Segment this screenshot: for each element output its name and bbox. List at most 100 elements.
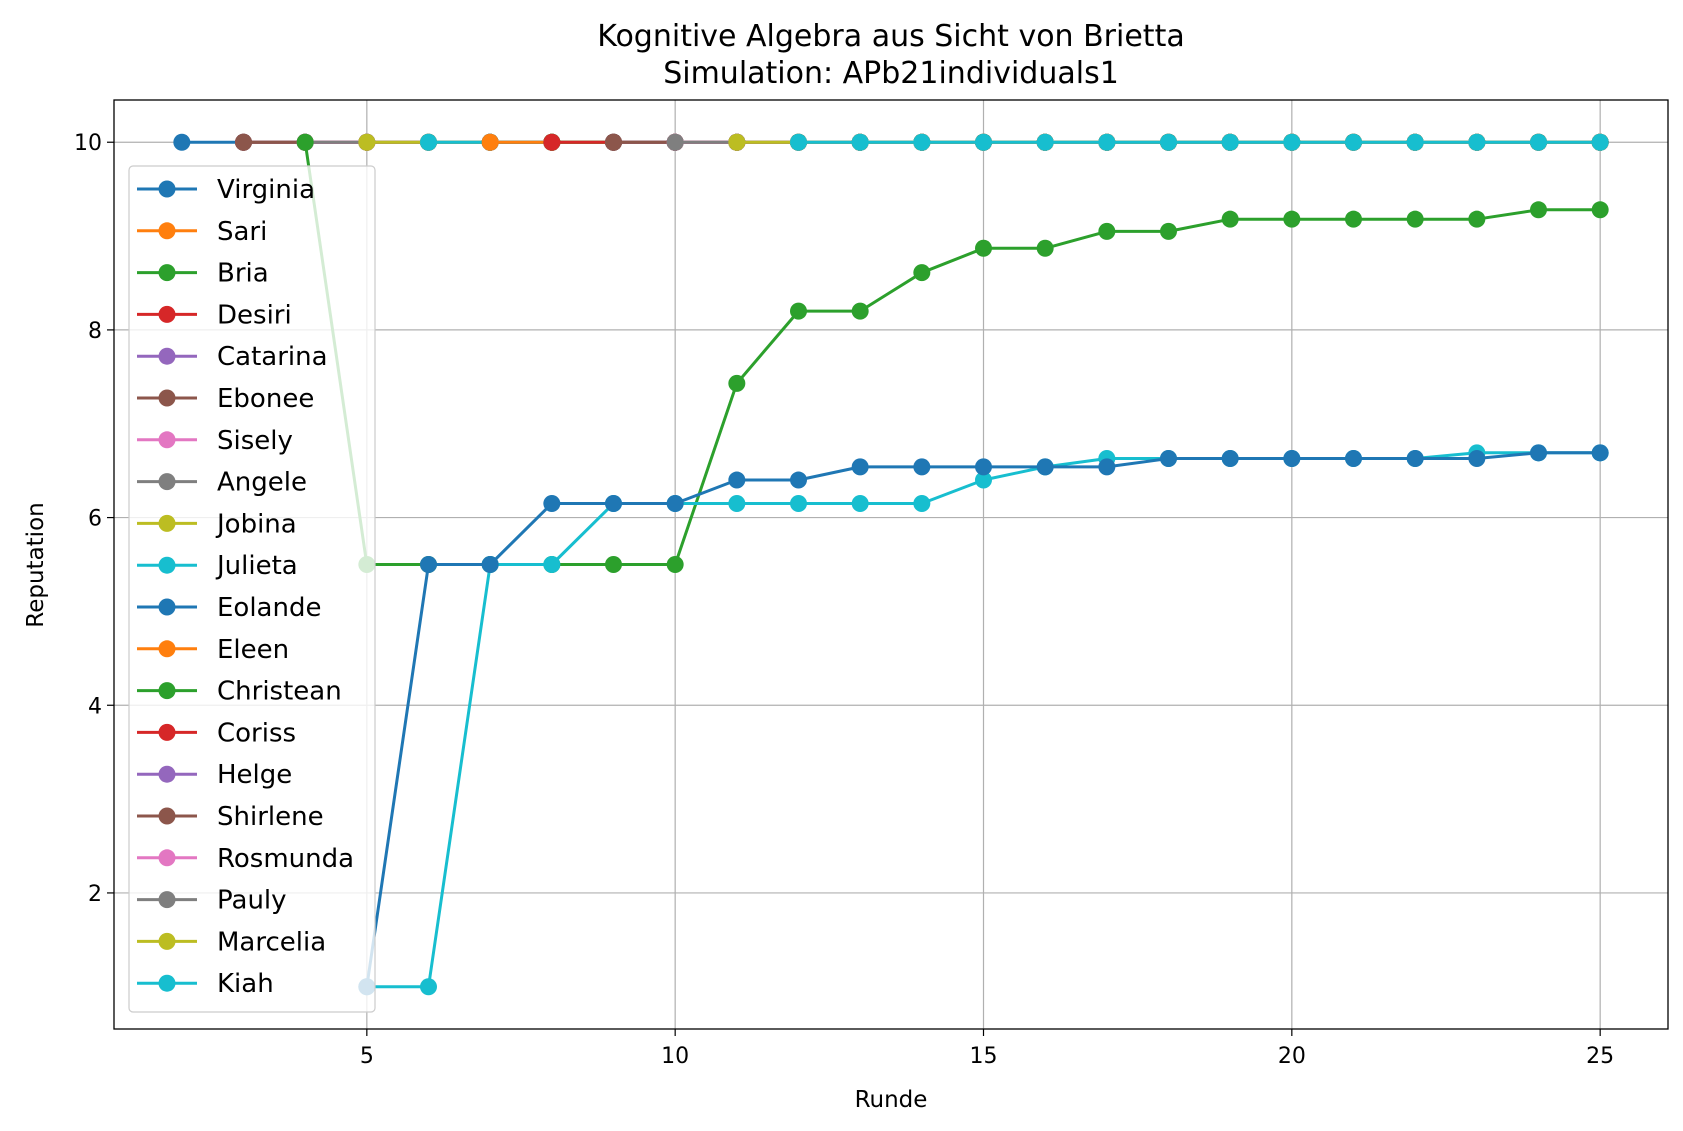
y-tick-label: 6 [88,507,102,532]
data-point [975,239,992,257]
axis-ticks: 5 10 15 20 25 2 4 6 8 10 [74,131,1614,1069]
x-tick-label: 5 [360,1044,374,1069]
y-tick-label: 10 [74,131,102,156]
data-point [728,471,746,489]
data-point [1530,201,1547,219]
data-point [420,556,437,573]
data-point [1160,222,1177,240]
legend-item: Desiri [137,300,292,330]
data-point [1345,210,1362,228]
data-point [851,133,869,151]
data-point [543,556,561,573]
legend-label: Virginia [217,175,315,205]
data-point [1036,133,1054,151]
x-tick-label: 15 [970,1044,998,1069]
legend-swatch-marker [158,849,176,867]
legend-label: Desiri [217,300,292,330]
data-point [1468,449,1486,467]
series-layer [173,133,1609,996]
data-point [790,471,807,489]
data-point [420,978,437,996]
data-point [1530,133,1547,151]
data-point [728,374,746,392]
data-point [1283,133,1301,151]
data-point [1530,444,1547,462]
data-point [1591,133,1609,151]
data-point [1591,201,1609,219]
legend-swatch-marker [158,765,176,783]
data-point [1406,449,1424,467]
legend-item: Rosmunda [137,844,354,874]
data-point [1345,133,1362,151]
legend-label: Christean [217,677,342,707]
legend-label: Kiah [217,969,274,999]
legend-label: Angele [217,468,307,498]
chart-subtitle: Simulation: APb21individuals1 [663,56,1119,91]
y-axis-label: Reputation [23,502,49,627]
legend-item: Jobina [137,509,297,539]
legend: Virginia Sari Bria Desiri Catarina Ebonee Sise… [128,165,376,1013]
legend-swatch-marker [158,347,176,365]
series-extra-22 [358,444,1609,996]
data-point [1160,449,1177,467]
data-point [1098,458,1116,476]
legend-swatch-marker [158,389,176,407]
legend-swatch-marker [158,682,176,700]
legend-item: Marcelia [137,927,326,957]
legend-swatch-marker [158,431,176,449]
legend-item: Ebonee [137,384,314,414]
data-point [728,495,746,513]
data-point [1036,458,1054,476]
legend-swatch-marker [158,556,176,574]
legend-swatch-marker [158,305,176,323]
legend-item: Julieta [137,551,298,581]
data-point [975,458,992,476]
legend-swatch-marker [158,180,176,198]
series-kiah [790,133,1609,151]
data-point [1221,133,1239,151]
legend-item: Sari [137,217,267,247]
data-point [1468,133,1486,151]
chart-title: Kognitive Algebra aus Sicht von Brietta [597,19,1184,54]
x-tick-label: 10 [661,1044,689,1069]
data-point [1098,133,1116,151]
data-point [420,133,437,151]
data-point [605,495,622,513]
legend-swatch-marker [158,932,176,950]
legend-swatch-marker [158,640,176,658]
legend-label: Catarina [217,342,328,372]
legend-item: Eolande [137,593,321,623]
data-point [296,133,314,151]
y-tick-label: 4 [88,694,102,719]
legend-item: Coriss [137,718,296,748]
data-point [1345,449,1362,467]
data-point [666,556,684,573]
x-axis-label: Runde [855,1087,928,1113]
data-point [1468,210,1486,228]
data-point [913,495,931,513]
data-point [851,458,869,476]
legend-label: Coriss [217,718,296,748]
data-point [1591,444,1609,462]
legend-item: Virginia [137,175,315,205]
legend-item: Helge [137,760,292,790]
x-tick-label: 25 [1586,1044,1614,1069]
legend-item: Sisely [137,426,293,456]
data-point [851,495,869,513]
x-tick-label: 20 [1278,1044,1306,1069]
legend-item: Pauly [137,886,287,916]
legend-item: Kiah [137,969,274,999]
data-point [1406,133,1424,151]
data-point [1406,210,1424,228]
legend-label: Sari [217,217,267,247]
data-point [851,302,869,320]
legend-swatch-marker [158,473,176,491]
legend-swatch-marker [158,974,176,992]
legend-item: Catarina [137,342,328,372]
legend-label: Eleen [217,635,289,665]
data-point [481,133,499,151]
legend-frame [128,165,376,1013]
legend-item: Angele [137,468,307,498]
data-point [790,495,807,513]
data-point [605,133,622,151]
